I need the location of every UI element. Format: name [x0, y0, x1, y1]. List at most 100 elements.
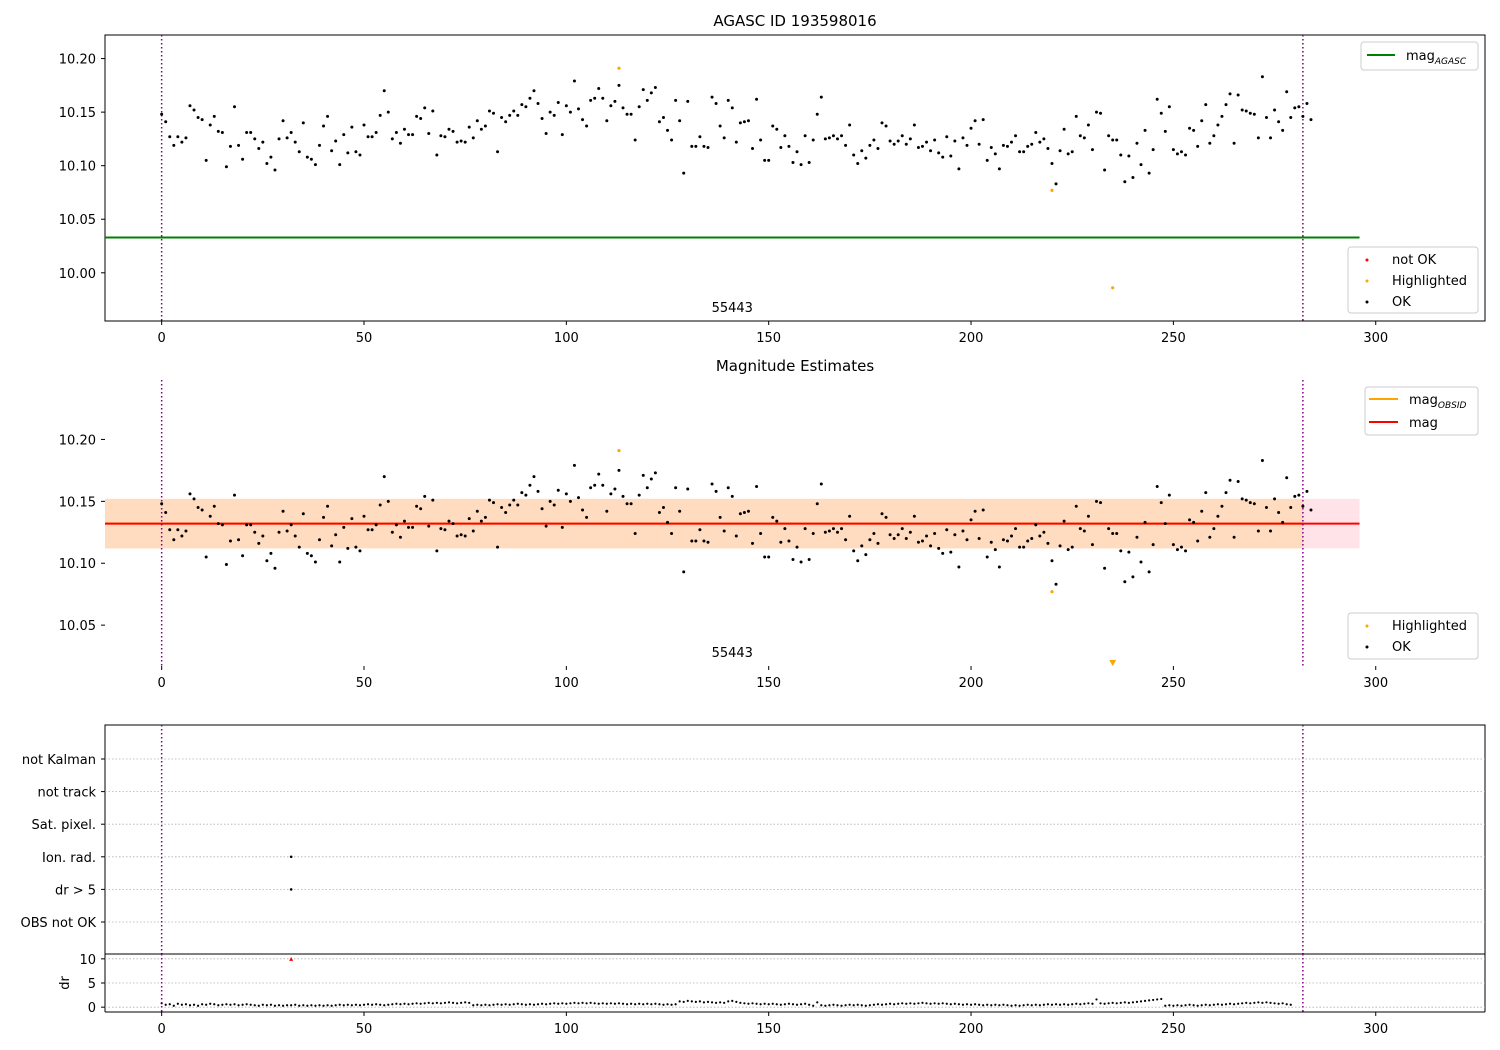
- mag-ok-point: [1236, 480, 1240, 484]
- agasc-ok-point: [374, 130, 378, 134]
- mag-ok-point: [309, 554, 313, 558]
- agasc-ok-point: [880, 121, 884, 125]
- dr-point: [233, 1003, 236, 1006]
- mag-ok-point: [589, 486, 593, 490]
- dr-point: [949, 1003, 952, 1006]
- dr-point: [799, 1003, 803, 1006]
- mag-legend-points: Highlighted OK: [1347, 612, 1479, 660]
- dr-point: [257, 1004, 260, 1007]
- mag-ok-point: [775, 519, 779, 523]
- dr-point: [994, 1003, 997, 1006]
- agasc-ok-point: [1046, 147, 1050, 151]
- dr-point: [694, 1000, 697, 1003]
- mag-ok-point: [617, 468, 621, 472]
- mag-ok-point: [1204, 491, 1208, 495]
- dr-point: [1220, 1003, 1224, 1006]
- mag-ok-point: [1010, 534, 1014, 538]
- mag-ok-point: [285, 529, 289, 533]
- agasc-ok-point: [269, 155, 273, 159]
- dr-point: [201, 1003, 204, 1006]
- agasc-ok-point: [589, 98, 593, 102]
- mag-ok-point: [1038, 534, 1042, 538]
- dr-point: [670, 1003, 673, 1006]
- agasc-ok-point: [552, 113, 556, 117]
- mag-ok-point: [500, 506, 504, 510]
- dr-point: [941, 1002, 944, 1005]
- mag-ok-point: [657, 510, 661, 514]
- dr-point: [1083, 1002, 1086, 1005]
- mag-ok-point: [289, 523, 293, 527]
- dr-point: [391, 1003, 394, 1006]
- mag-ok-point: [382, 475, 386, 479]
- dr-point: [460, 1001, 463, 1004]
- agasc-ok-point: [860, 149, 864, 153]
- dr-point: [476, 1003, 479, 1006]
- dr-xtick-label: 200: [959, 1022, 984, 1037]
- mag-ok-point: [1107, 527, 1111, 531]
- mag-ok-point: [860, 544, 864, 548]
- dr-point: [484, 1003, 487, 1006]
- agasc-ok-point: [496, 150, 500, 154]
- dr-point: [1257, 1001, 1260, 1004]
- mag-ok-point: [937, 546, 941, 550]
- mag-ok-point: [896, 533, 900, 537]
- mag-ok-point: [423, 494, 427, 498]
- dr-point: [411, 1002, 414, 1005]
- mag-ok-point: [269, 551, 273, 555]
- mag-ok-point: [204, 555, 208, 559]
- agasc-ok-point: [508, 113, 512, 117]
- agasc-ok-point: [1240, 108, 1244, 112]
- flags-category-label: OBS not OK: [21, 916, 97, 931]
- mag-legend-ok-marker: [1365, 645, 1369, 649]
- mag-ok-point: [1103, 566, 1107, 570]
- agasc-obsid-label: 55443: [712, 301, 753, 316]
- agasc-ok-point: [1022, 150, 1026, 154]
- agasc-ok-point: [1090, 148, 1094, 152]
- mag-ok-point: [390, 530, 394, 534]
- agasc-ok-point: [1269, 136, 1273, 140]
- mag-ok-point: [730, 494, 734, 498]
- dr-point: [727, 1000, 730, 1003]
- dr-point: [1034, 1003, 1037, 1006]
- mag-ok-point: [536, 489, 540, 493]
- mag-ok-point: [496, 545, 500, 549]
- mag-ok-point: [799, 560, 803, 564]
- agasc-ok-point: [791, 160, 795, 164]
- dr-point: [1232, 1003, 1236, 1006]
- mag-ok-point: [985, 555, 989, 559]
- dr-point: [306, 1004, 309, 1007]
- dr-point: [1050, 1003, 1054, 1006]
- agasc-ok-point: [338, 163, 342, 167]
- mag-ok-point: [1026, 539, 1030, 543]
- agasc-ok-point: [415, 114, 419, 118]
- agasc-ok-point: [1082, 136, 1086, 140]
- mag-ok-point: [233, 493, 236, 497]
- dr-point: [1058, 1003, 1062, 1006]
- mag-ok-point: [1022, 545, 1026, 549]
- mag-highlighted-point: [617, 448, 621, 453]
- mag-ok-point: [742, 510, 746, 514]
- mag-ok-point: [1175, 548, 1179, 552]
- agasc-ok-point: [435, 153, 439, 157]
- agasc-legend-points-box: [1347, 246, 1479, 314]
- mag-ytick-label: 10.20: [59, 433, 96, 448]
- agasc-ok-point: [1074, 114, 1078, 118]
- mag-ok-point: [997, 565, 1001, 569]
- mag-ok-point: [257, 541, 261, 545]
- agasc-title: AGASC ID 193598016: [713, 12, 876, 30]
- mag-ok-point: [581, 508, 585, 512]
- mag-ok-point: [330, 544, 334, 548]
- agasc-ok-point: [1228, 92, 1232, 96]
- flags-panel: not Kalman not track Sat. pixel. Ion. rad. d…: [21, 724, 1486, 955]
- mag-ok-point: [415, 504, 419, 508]
- agasc-ok-point: [775, 127, 779, 131]
- agasc-ok-point: [1236, 93, 1240, 97]
- agasc-ok-point: [803, 134, 807, 138]
- agasc-ok-point: [799, 163, 803, 167]
- agasc-ok-point: [993, 152, 997, 156]
- mag-ok-point: [1086, 514, 1090, 518]
- mag-xtick-label: 50: [356, 676, 373, 691]
- agasc-ok-point: [1038, 140, 1042, 144]
- agasc-ok-point: [536, 102, 540, 106]
- mag-ok-point: [293, 534, 297, 538]
